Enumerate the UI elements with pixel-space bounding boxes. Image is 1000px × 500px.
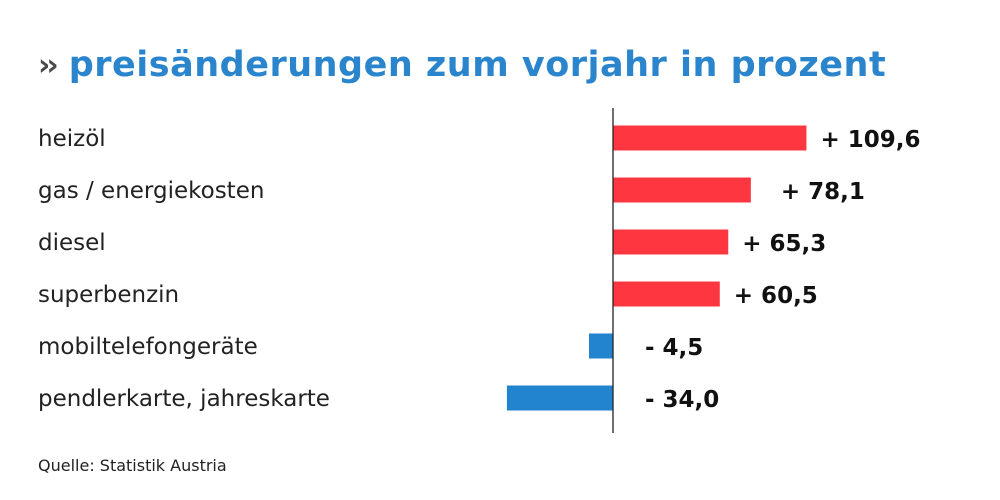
double-chevron-icon: ›› (38, 47, 59, 83)
source-note: Quelle: Statistik Austria (38, 456, 227, 475)
value-label: - 4,5 (645, 335, 703, 361)
category-label: heizöl (38, 126, 106, 152)
category-label: gas / energiekosten (38, 178, 264, 204)
bar (613, 229, 729, 255)
value-label: + 109,6 (820, 127, 920, 153)
bar (613, 177, 751, 203)
category-label: mobiltelefongeräte (38, 334, 258, 360)
bar (589, 333, 613, 359)
chart-title: ›› preisänderungen zum vorjahr in prozen… (38, 40, 886, 90)
category-label: diesel (38, 230, 106, 256)
category-label: superbenzin (38, 282, 179, 308)
bar (506, 385, 613, 411)
chart-title-text: preisänderungen zum vorjahr in prozent (68, 45, 887, 85)
bar (613, 281, 720, 307)
value-label: + 60,5 (734, 283, 818, 309)
bar (613, 125, 807, 151)
category-label: pendlerkarte, jahreskarte (38, 386, 330, 412)
value-label: - 34,0 (645, 387, 719, 413)
value-label: + 65,3 (742, 231, 826, 257)
value-label: + 78,1 (781, 179, 865, 205)
